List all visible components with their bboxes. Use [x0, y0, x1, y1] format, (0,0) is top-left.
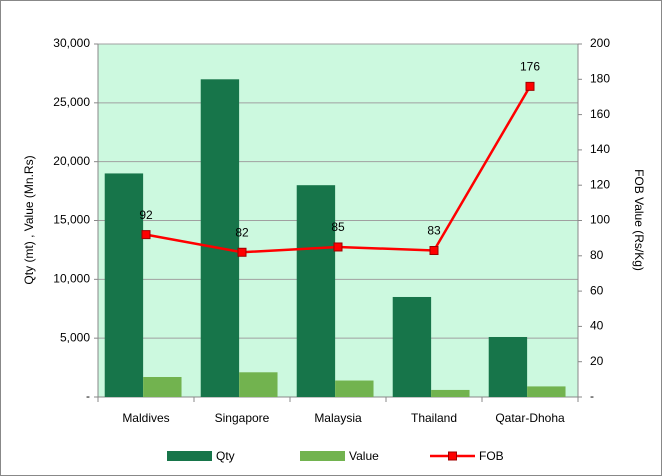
- y2-tick-label: 60: [590, 283, 604, 297]
- y2-tick-label: 120: [590, 177, 610, 191]
- data-label: 176: [520, 60, 540, 74]
- legend-marker: [448, 451, 457, 461]
- bar: [296, 185, 336, 397]
- y2-axis-label: FOB Value (Rs/Kg): [632, 169, 646, 271]
- legend-label: FOB: [479, 449, 504, 463]
- data-label: 92: [139, 208, 153, 222]
- y-tick-label: -: [86, 389, 90, 403]
- bar: [200, 79, 240, 398]
- y2-tick-label: 200: [590, 36, 610, 50]
- y-tick-label: 25,000: [53, 95, 90, 109]
- y-axis-label: Qty (mt) , Value (Mn.Rs): [22, 155, 36, 284]
- y-tick-label: 5,000: [60, 330, 90, 344]
- y2-tick-label: 180: [590, 71, 610, 85]
- y2-tick-label: 140: [590, 142, 610, 156]
- x-tick-label: Maldives: [122, 411, 169, 425]
- data-label: 83: [427, 224, 441, 238]
- y2-tick-label: -: [590, 389, 594, 403]
- y2-tick-label: 100: [590, 213, 610, 227]
- bar: [104, 173, 144, 397]
- y2-tick-label: 40: [590, 319, 604, 333]
- data-label: 82: [235, 225, 249, 239]
- y-tick-label: 30,000: [53, 36, 90, 50]
- marker: [141, 230, 151, 240]
- y2-tick-label: 160: [590, 107, 610, 121]
- bar: [527, 386, 566, 397]
- legend-label: Qty: [216, 449, 235, 463]
- bar: [488, 336, 528, 397]
- y-tick-label: 10,000: [53, 272, 90, 286]
- legend-swatch: [167, 451, 212, 461]
- x-tick-label: Singapore: [215, 411, 270, 425]
- marker: [237, 247, 247, 257]
- x-tick-label: Thailand: [411, 411, 457, 425]
- bar: [143, 376, 182, 397]
- bar: [392, 296, 432, 397]
- marker: [429, 246, 439, 256]
- marker: [525, 81, 535, 91]
- data-label: 85: [331, 220, 345, 234]
- marker: [333, 242, 343, 252]
- x-tick-label: Qatar-Dhoha: [495, 411, 565, 425]
- legend-label: Value: [349, 449, 379, 463]
- y-tick-label: 15,000: [53, 213, 90, 227]
- legend-swatch: [300, 451, 345, 461]
- y-tick-label: 20,000: [53, 154, 90, 168]
- x-tick-label: Malaysia: [314, 411, 362, 425]
- y2-tick-label: 20: [590, 354, 604, 368]
- bar: [239, 372, 278, 397]
- bar: [431, 389, 470, 397]
- y2-tick-label: 80: [590, 248, 604, 262]
- bar: [335, 380, 374, 397]
